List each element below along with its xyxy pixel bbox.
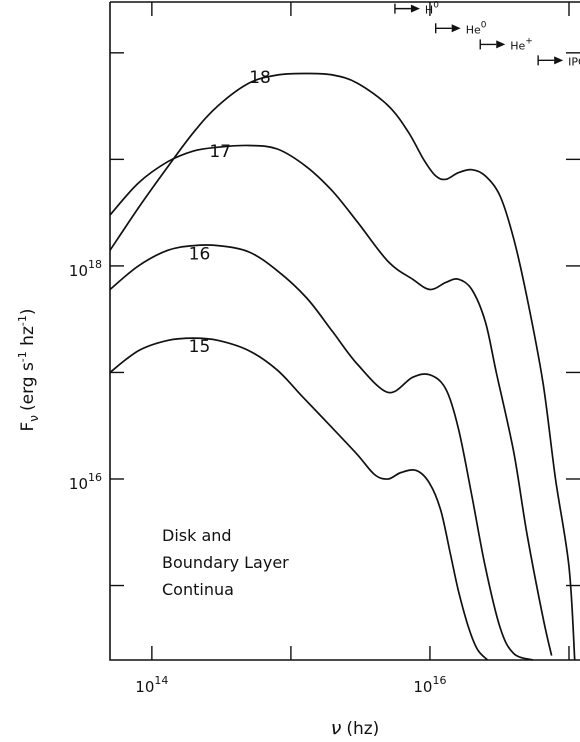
series-curve-15: [109, 337, 489, 661]
edge-marker: He0: [435, 20, 487, 36]
series-label-15: 15: [189, 337, 211, 357]
series-label-17: 17: [209, 142, 231, 162]
edge-arrow-head: [554, 56, 564, 65]
x-tick-label: 1014: [135, 674, 168, 696]
annotation-line-1: Disk and: [162, 526, 232, 545]
series-curve-18: [109, 72, 576, 661]
edge-arrow-head: [410, 4, 420, 13]
annotation-line-3: Continua: [162, 580, 234, 599]
series-label-18: 18: [249, 68, 271, 88]
edge-label: H0: [425, 1, 439, 17]
series-curve-16: [109, 244, 534, 661]
y-tick-label: 1018: [69, 258, 102, 280]
edge-marker: H0: [394, 1, 439, 17]
y-axis-title: Fν(erg s-1 hz-1): [16, 308, 41, 431]
edge-label: He+: [510, 36, 533, 52]
x-axis-title: ν (hz): [331, 717, 380, 739]
edge-label: IPC: [568, 55, 580, 68]
edge-arrow-head: [451, 24, 461, 33]
series-curve-17: [109, 144, 553, 656]
edge-marker: He+: [479, 36, 533, 52]
edge-label: He0: [466, 20, 487, 36]
series-label-16: 16: [189, 244, 211, 264]
x-tick-label: 1016: [413, 674, 446, 696]
annotation-line-2: Boundary Layer: [162, 553, 289, 572]
edge-arrow-head: [496, 40, 506, 49]
annotation-text: Disk and Boundary Layer Continua: [162, 526, 289, 599]
y-tick-label: 1016: [69, 471, 102, 493]
plot-area: 1014 1016 1016 1018 15 16 17 18 H0 He0 He+ IPC: [69, 1, 580, 696]
edge-marker: IPC: [537, 55, 580, 68]
axis-frame-left-bottom: [109, 2, 580, 661]
